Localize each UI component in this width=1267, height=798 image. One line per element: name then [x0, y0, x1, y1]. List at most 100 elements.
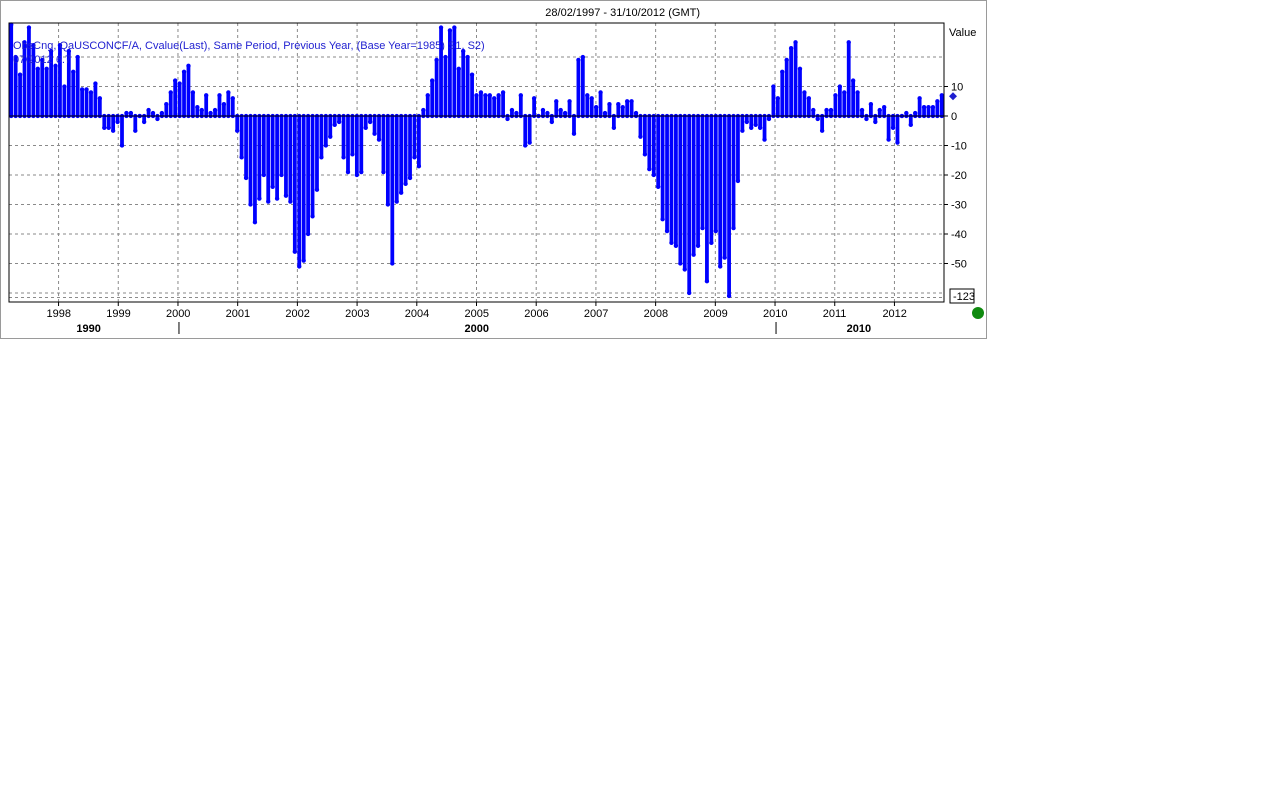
- bar-cap: [629, 99, 634, 104]
- bar-cap: [421, 107, 426, 113]
- bar-cap: [328, 134, 333, 139]
- bar: [461, 51, 466, 116]
- bar: [434, 59, 439, 116]
- bar-cap: [385, 202, 391, 207]
- bar: [611, 116, 616, 128]
- bar: [541, 110, 545, 116]
- bar-cap: [921, 104, 927, 110]
- bar: [142, 116, 147, 122]
- bar: [22, 42, 27, 116]
- axes: 10 0 -10 -20 -30 -40 -50 Value -123 1998 1999 2000 2…: [8, 22, 976, 335]
- bar: [297, 116, 302, 267]
- y-tick-label: -10: [951, 141, 967, 153]
- bar: [643, 116, 647, 155]
- bar-cap: [66, 48, 72, 54]
- y-tick-label: 0: [951, 111, 957, 123]
- bar: [239, 116, 244, 158]
- bar-cap: [97, 96, 103, 101]
- bar-cap: [616, 102, 621, 107]
- decade-label: 2000: [465, 323, 489, 335]
- bar: [31, 45, 36, 117]
- bar: [204, 95, 209, 116]
- y-bottom-box: [949, 288, 975, 304]
- bar: [483, 95, 488, 116]
- bar-cap: [655, 184, 661, 189]
- bar-cap: [35, 66, 40, 71]
- bar-cap: [775, 96, 781, 101]
- bar: [744, 116, 749, 122]
- bar: [412, 116, 417, 158]
- bar: [718, 116, 723, 267]
- bar-series: [9, 22, 944, 299]
- bar-cap: [886, 137, 891, 142]
- y-tick-label: -40: [951, 229, 967, 241]
- bar: [102, 116, 107, 128]
- bar: [713, 116, 718, 232]
- bar-cap: [106, 125, 111, 130]
- bar: [385, 116, 390, 205]
- y-tick-label: -50: [951, 259, 967, 271]
- bar: [674, 116, 678, 246]
- x-tick-label: 2005: [465, 308, 489, 320]
- bar-cap: [390, 261, 395, 266]
- bar: [222, 104, 226, 116]
- bar: [855, 92, 860, 116]
- bar: [585, 95, 590, 116]
- bar-cap: [354, 172, 360, 178]
- bar: [40, 59, 45, 116]
- bar-cap: [461, 48, 466, 54]
- legend-series-label: ObsCng, QaUSCONCF/A, Cvalue(Last), Same …: [13, 40, 485, 52]
- bar: [580, 57, 585, 116]
- bar-cap: [372, 131, 377, 136]
- bar-cap: [394, 199, 399, 204]
- x-tick-label: 1999: [106, 308, 130, 320]
- chart-panel: 28/02/1997 - 31/10/2012 (GMT) 10 0 -10 -20 -…: [0, 0, 987, 339]
- bar-cap: [744, 119, 749, 125]
- bar: [337, 116, 342, 122]
- bar: [647, 116, 652, 170]
- bar-cap: [403, 181, 408, 187]
- bar: [417, 116, 421, 167]
- bar: [682, 116, 687, 270]
- bar-cap: [859, 107, 865, 113]
- bar: [89, 92, 93, 116]
- bar-cap: [478, 90, 484, 95]
- bar: [660, 116, 665, 220]
- bar-cap: [345, 169, 351, 175]
- bar-cap: [762, 137, 767, 142]
- bar-cap: [323, 143, 329, 148]
- decade-label: 2010: [847, 323, 871, 335]
- bar: [824, 110, 829, 116]
- bar-cap: [88, 90, 94, 95]
- bar-cap: [376, 137, 382, 142]
- bar-cap: [890, 125, 896, 130]
- bar-cap: [146, 107, 151, 113]
- bar-cap: [687, 290, 692, 296]
- bar-cap: [239, 155, 244, 160]
- bar-cap: [842, 90, 847, 95]
- bar: [939, 95, 944, 116]
- bar: [829, 110, 833, 116]
- bar: [359, 116, 364, 173]
- bar: [301, 116, 306, 261]
- bar: [620, 107, 625, 116]
- bar-cap: [824, 107, 829, 113]
- bar-cap: [319, 155, 324, 160]
- bar-cap: [398, 190, 404, 195]
- bar-cap: [523, 143, 528, 148]
- bar: [669, 116, 674, 243]
- bar-cap: [26, 25, 32, 30]
- bar-cap: [438, 25, 444, 30]
- bar-cap: [305, 231, 311, 237]
- bar-cap: [226, 90, 231, 95]
- x-tick-label: 2012: [882, 308, 906, 320]
- bar-cap: [620, 104, 625, 110]
- bar-cap: [811, 107, 816, 113]
- bar: [164, 104, 169, 116]
- bar-cap: [350, 152, 355, 157]
- bar: [470, 74, 474, 116]
- bar: [709, 116, 714, 243]
- bar: [594, 107, 599, 116]
- bar-cap: [611, 125, 617, 130]
